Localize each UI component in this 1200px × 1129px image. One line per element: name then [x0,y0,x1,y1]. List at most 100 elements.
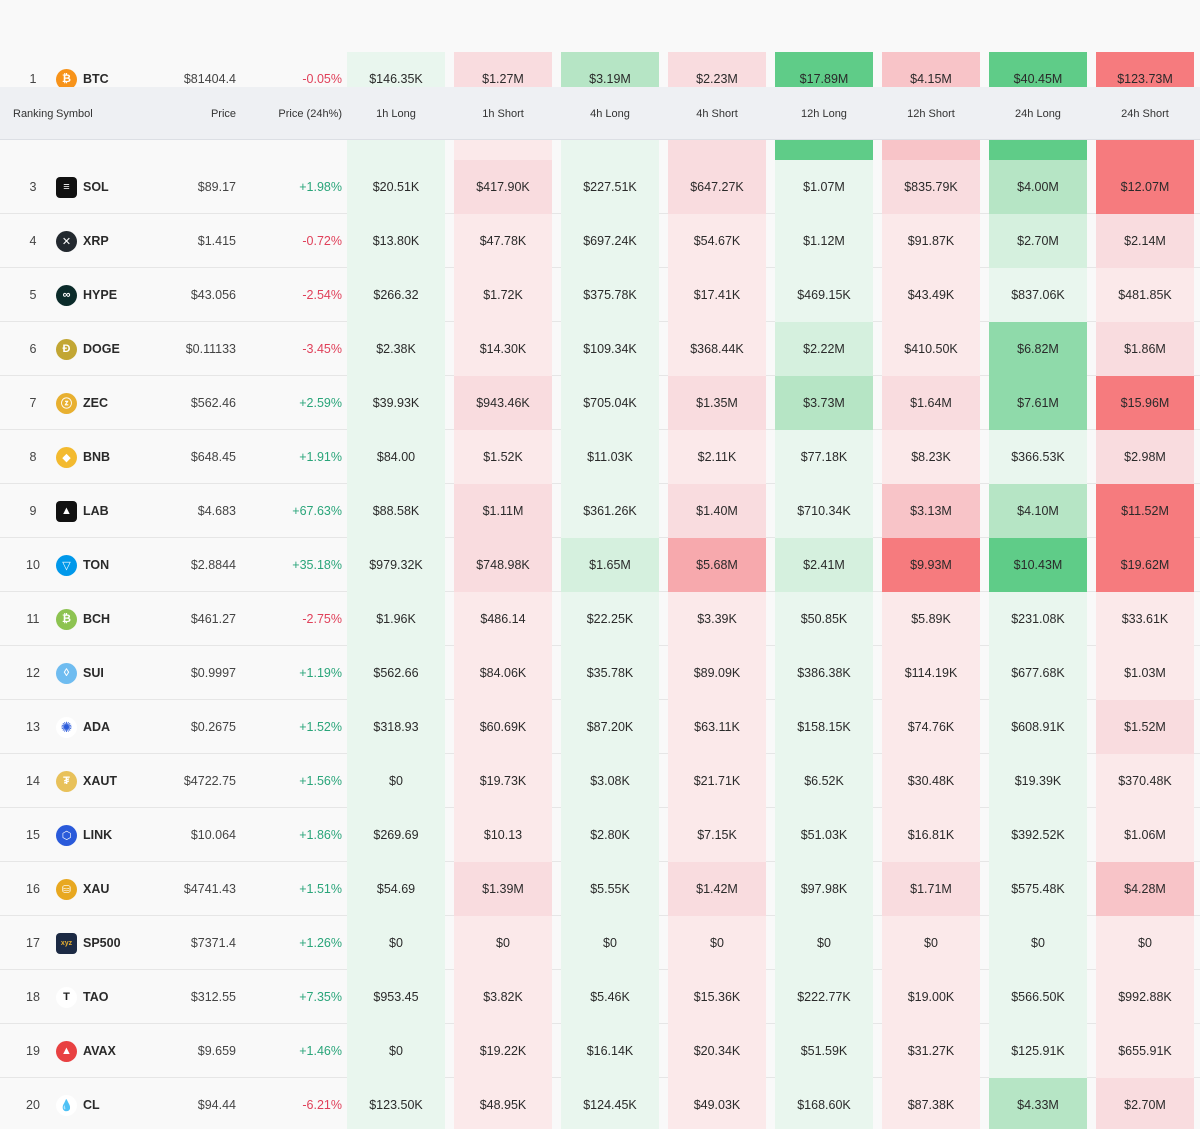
cell-12h-long: $0 [775,916,873,970]
cell-12h-short: $19.00K [882,970,980,1024]
cell-4h-short: $0 [668,916,766,970]
symbol-cell[interactable]: ₮ XAUT [56,754,176,808]
price-change-cell: +1.26% [299,936,342,950]
cell-12h-long: $2.41M [775,538,873,592]
cell-1h-short: $486.14 [454,592,552,646]
price-cell: $9.659 [197,1044,236,1058]
symbol-cell[interactable]: Ð DOGE [56,322,176,376]
table-row[interactable]: 3 ≡ SOL $89.17 +1.98% $20.51K $417.90K $227.51K… [0,160,1200,214]
cell-1h-long: $318.93 [347,700,445,754]
symbol-cell[interactable]: ✕ XRP [56,214,176,268]
header-12h-short[interactable]: 12h Short [907,107,955,120]
symbol-cell[interactable]: ◆ BNB [56,430,176,484]
symbol-label: LAB [83,504,109,518]
lab-icon: ▲ [56,500,77,522]
rank-cell: 9 [29,504,37,518]
price-change-cell: +1.56% [299,774,342,788]
price-change-cell: +1.46% [299,1044,342,1058]
cell-1h-short: $1.52K [454,430,552,484]
table-row[interactable]: 5 ∞ HYPE $43.056 -2.54% $266.32 $1.72K $375.78K… [0,268,1200,322]
table-row[interactable]: 7 ⓩ ZEC $562.46 +2.59% $39.93K $943.46K $705.04… [0,376,1200,430]
symbol-cell[interactable]: ≡ SOL [56,160,176,214]
rank-cell: 1 [29,72,37,86]
price-cell: $4741.43 [183,882,236,896]
cell-12h-long: $1.12M [775,214,873,268]
table-row[interactable]: 18 T TAO $312.55 +7.35% $953.45 $3.82K $5.46K $1… [0,970,1200,1024]
symbol-cell[interactable]: ⓩ ZEC [56,376,176,430]
table-row[interactable]: 8 ◆ BNB $648.45 +1.91% $84.00 $1.52K $11.03K $2.… [0,430,1200,484]
table-row[interactable]: 11 ₿ BCH $461.27 -2.75% $1.96K $486.14 $22.25K $… [0,592,1200,646]
symbol-cell[interactable]: ▲ LAB [56,484,176,538]
rank-cell: 13 [26,720,40,734]
symbol-cell[interactable]: ▽ TON [56,538,176,592]
price-change-cell: -2.54% [302,288,342,302]
symbol-cell[interactable]: ▲ AVAX [56,1024,176,1078]
cell-12h-long: $50.85K [775,592,873,646]
cell-1h-short: $748.98K [454,538,552,592]
sui-icon: ◊ [56,662,77,684]
table-row[interactable]: 14 ₮ XAUT $4722.75 +1.56% $0 $19.73K $3.08K $21.… [0,754,1200,808]
table-row[interactable]: 9 ▲ LAB $4.683 +67.63% $88.58K $1.11M $361.26K $… [0,484,1200,538]
symbol-cell[interactable]: ⛁ XAU [56,862,176,916]
symbol-cell[interactable]: xyz SP500 [56,916,176,970]
header-24h-long[interactable]: 24h Long [1015,107,1061,120]
header-12h-long[interactable]: 12h Long [801,107,847,120]
cell-12h-short: $74.76K [882,700,980,754]
rank-cell: 15 [26,828,40,842]
header-ranking[interactable]: Ranking [13,107,54,120]
header-price[interactable]: Price [210,107,236,120]
table-row[interactable]: 19 ▲ AVAX $9.659 +1.46% $0 $19.22K $16.14K $20.3… [0,1024,1200,1078]
header-24h-short[interactable]: 24h Short [1121,107,1169,120]
cell-12h-long: $168.60K [775,1078,873,1129]
table-row[interactable]: 13 ✺ ADA $0.2675 +1.52% $318.93 $60.69K $87.20K… [0,700,1200,754]
cell-4h-long: $5.55K [561,862,659,916]
symbol-cell[interactable]: ⬡ LINK [56,808,176,862]
symbol-cell[interactable]: ◊ SUI [56,646,176,700]
dogecoin-icon: Ð [56,338,77,360]
tether-gold-icon: ₮ [56,770,77,792]
header-4h-long[interactable]: 4h Long [590,107,630,120]
symbol-cell[interactable]: T TAO [56,970,176,1024]
cell-24h-short: $0 [1096,916,1194,970]
header-price-change[interactable]: Price (24h%) [278,107,342,120]
cell-4h-long: $375.78K [561,268,659,322]
cell-1h-short: $19.22K [454,1024,552,1078]
price-cell: $461.27 [190,612,236,626]
symbol-cell[interactable]: ✺ ADA [56,700,176,754]
table-row[interactable]: 6 Ð DOGE $0.11133 -3.45% $2.38K $14.30K $109.34… [0,322,1200,376]
cell-12h-short: $8.23K [882,430,980,484]
price-change-cell: -0.72% [302,234,342,248]
cell-12h-short: $0 [882,916,980,970]
cell-1h-long: $13.80K [347,214,445,268]
header-1h-long[interactable]: 1h Long [376,107,416,120]
cell-12h-short: $1.71M [882,862,980,916]
cell-4h-long: $22.25K [561,592,659,646]
symbol-cell[interactable]: ₿ BCH [56,592,176,646]
rank-cell: 8 [29,450,37,464]
cell-4h-short: $15.36K [668,970,766,1024]
table-row[interactable]: 4 ✕ XRP $1.415 -0.72% $13.80K $47.78K $697.24K $… [0,214,1200,268]
symbol-cell[interactable]: ∞ HYPE [56,268,176,322]
cell-4h-long: $16.14K [561,1024,659,1078]
symbol-cell[interactable]: ₿ BTC [56,52,176,106]
table-row[interactable]: 20 💧 CL $94.44 -6.21% $123.50K $48.95K $124.45K… [0,1078,1200,1129]
cell-4h-short: $54.67K [668,214,766,268]
rank-cell: 6 [29,342,37,356]
cell-12h-long: $77.18K [775,430,873,484]
header-4h-short[interactable]: 4h Short [696,107,738,120]
table-row[interactable]: 15 ⬡ LINK $10.064 +1.86% $269.69 $10.13 $2.80K $… [0,808,1200,862]
symbol-cell[interactable]: 💧 CL [56,1078,176,1129]
cell-4h-short: $1.35M [668,376,766,430]
price-change-cell: +67.63% [292,504,342,518]
table-row[interactable]: 10 ▽ TON $2.8844 +35.18% $979.32K $748.98K $1.6… [0,538,1200,592]
table-row[interactable]: 16 ⛁ XAU $4741.43 +1.51% $54.69 $1.39M $5.55K $1… [0,862,1200,916]
price-cell: $94.44 [197,1098,236,1112]
cell-1h-short: $10.13 [454,808,552,862]
header-1h-short[interactable]: 1h Short [482,107,524,120]
table-row[interactable]: 12 ◊ SUI $0.9997 +1.19% $562.66 $84.06K $35.78K… [0,646,1200,700]
table-row[interactable]: 17 xyz SP500 $7371.4 +1.26% $0 $0 $0 $0 $0 $0 $0 $0 [0,916,1200,970]
cell-12h-long: $3.73M [775,376,873,430]
header-symbol[interactable]: Symbol [56,107,93,120]
cell-24h-long: $4.00M [989,160,1087,214]
